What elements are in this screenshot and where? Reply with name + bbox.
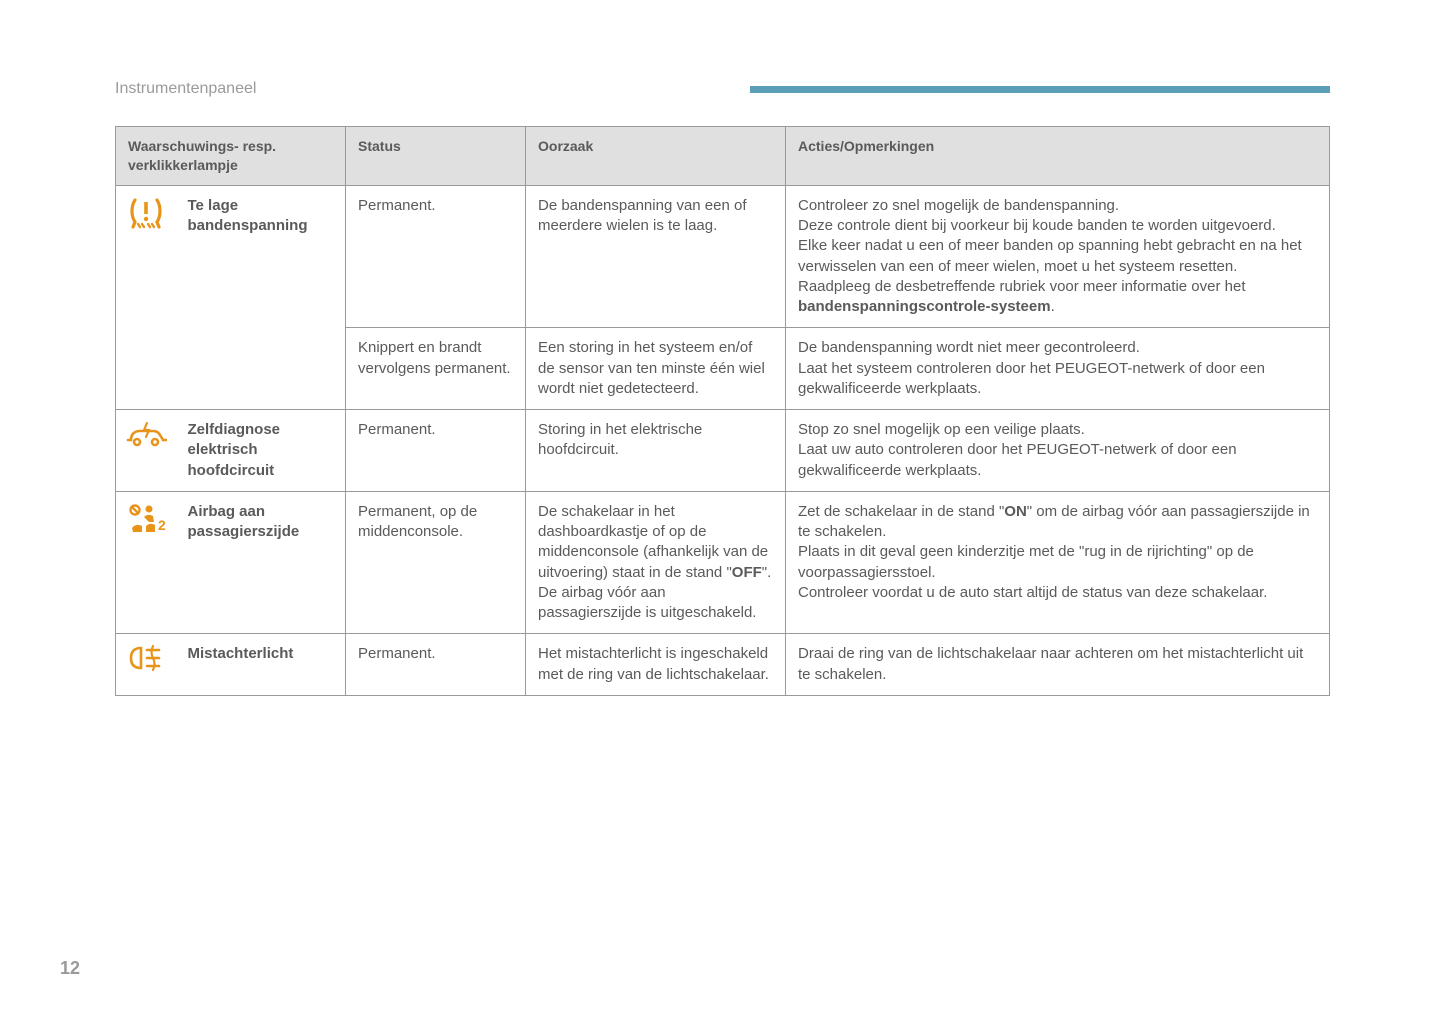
- action-text: De bandenspanning wordt niet meer gecont…: [798, 339, 1140, 356]
- status-cell: Permanent.: [346, 410, 526, 492]
- action-text: Laat het systeem controleren door het PE…: [798, 360, 1265, 397]
- action-cell: Draai de ring van de lichtschakelaar naa…: [786, 634, 1330, 696]
- cause-cell: Storing in het elektrische hoofdcircuit.: [526, 410, 786, 492]
- section-title: Instrumentenpaneel: [115, 80, 256, 98]
- passenger-airbag-icon: 2: [126, 502, 166, 534]
- cause-cell: De bandenspanning van een of meerdere wi…: [526, 185, 786, 328]
- action-text: Elke keer nadat u een of meer banden op …: [798, 237, 1302, 274]
- cause-text: De airbag vóór aan passagierszijde is ui…: [538, 584, 756, 621]
- action-text: Deze controle dient bij voorkeur bij kou…: [798, 217, 1276, 234]
- lamp-name: Airbag aan passagierszijde: [176, 491, 346, 634]
- action-text: Zet de schakelaar in de stand ": [798, 503, 1004, 520]
- action-text: Plaats in dit geval geen kinderzitje met…: [798, 543, 1254, 580]
- page-number: 12: [60, 958, 80, 979]
- table-row: Mistachterlicht Permanent. Het mistachte…: [116, 634, 1330, 696]
- cause-cell: Het mistachterlicht is ingeschakeld met …: [526, 634, 786, 696]
- action-text: Laat uw auto controleren door het PEUGEO…: [798, 441, 1237, 478]
- warning-table: Waarschuwings- resp. verklikkerlampje St…: [115, 126, 1330, 696]
- tire-pressure-icon: [127, 196, 165, 230]
- action-cell: Zet de schakelaar in de stand "ON" om de…: [786, 491, 1330, 634]
- action-text-bold: ON: [1004, 503, 1027, 520]
- table-header-row: Waarschuwings- resp. verklikkerlampje St…: [116, 127, 1330, 186]
- icon-cell: [116, 634, 176, 696]
- svg-text:2: 2: [158, 517, 166, 533]
- action-text: Raadpleeg de desbetreffende rubriek voor…: [798, 278, 1246, 295]
- icon-cell: 2: [116, 491, 176, 634]
- icon-cell: [116, 410, 176, 492]
- action-text: Controleer voordat u de auto start altij…: [798, 584, 1267, 601]
- accent-bar: [750, 86, 1330, 93]
- action-text-bold: bandenspanningscontrole-systeem: [798, 298, 1051, 315]
- header-lamp: Waarschuwings- resp. verklikkerlampje: [116, 127, 346, 186]
- status-cell: Permanent.: [346, 185, 526, 328]
- electrical-fault-icon: [125, 420, 167, 450]
- icon-cell: [116, 185, 176, 409]
- cause-cell: De schakelaar in het dashboardkastje of …: [526, 491, 786, 634]
- table-row: Zelfdiagnose elektrisch hoofdcircuit Per…: [116, 410, 1330, 492]
- rear-fog-light-icon: [127, 644, 165, 672]
- cause-text-bold: OFF: [732, 564, 762, 581]
- header-action: Acties/Opmerkingen: [786, 127, 1330, 186]
- header-cause: Oorzaak: [526, 127, 786, 186]
- status-cell: Permanent.: [346, 634, 526, 696]
- action-text: .: [1051, 298, 1055, 315]
- header-status: Status: [346, 127, 526, 186]
- lamp-name: Zelfdiagnose elektrisch hoofdcircuit: [176, 410, 346, 492]
- table-row: 2 Airbag aan passagierszijde Permanent, …: [116, 491, 1330, 634]
- lamp-name: Mistachterlicht: [176, 634, 346, 696]
- action-cell: Stop zo snel mogelijk op een veilige pla…: [786, 410, 1330, 492]
- action-text: Stop zo snel mogelijk op een veilige pla…: [798, 421, 1085, 438]
- table-row: Te lage bandenspanning Permanent. De ban…: [116, 185, 1330, 328]
- page-header: Instrumentenpaneel: [115, 80, 1330, 98]
- lamp-name: Te lage bandenspanning: [176, 185, 346, 409]
- action-text: Controleer zo snel mogelijk de bandenspa…: [798, 197, 1119, 214]
- cause-text: ".: [762, 564, 772, 581]
- status-cell: Knippert en brandt vervolgens permanent.: [346, 328, 526, 410]
- cause-cell: Een storing in het systeem en/of de sens…: [526, 328, 786, 410]
- status-cell: Permanent, op de middenconsole.: [346, 491, 526, 634]
- action-cell: De bandenspanning wordt niet meer gecont…: [786, 328, 1330, 410]
- action-cell: Controleer zo snel mogelijk de bandenspa…: [786, 185, 1330, 328]
